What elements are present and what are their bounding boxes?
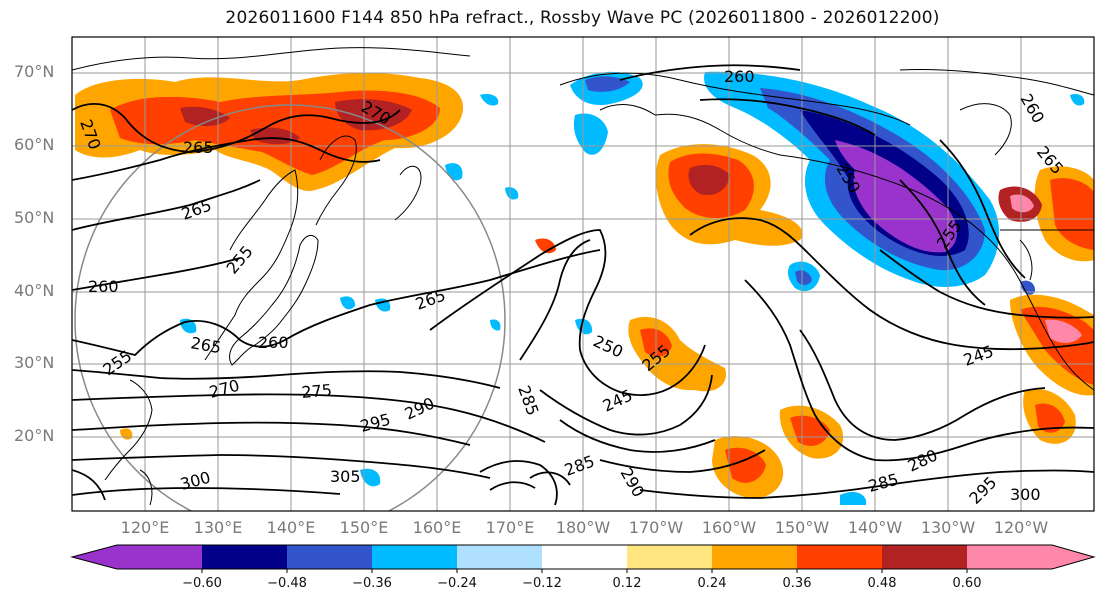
- colorbar-outline: [70, 544, 1096, 570]
- colorbar-segment: [542, 545, 627, 569]
- lat-label: 70°N: [14, 62, 55, 81]
- lon-label: 170°E: [485, 518, 535, 537]
- colorbar-tick-label: 0.24: [697, 576, 727, 591]
- colorbar-extend-min: [72, 545, 117, 569]
- contour-label: 265: [183, 138, 214, 157]
- shading-layer: [75, 71, 1094, 505]
- colorbar-segment: [372, 545, 457, 569]
- colorbar-tick-label: 0.60: [952, 576, 982, 591]
- colorbar-tick-label: −0.48: [267, 576, 307, 591]
- contour-label: 260: [258, 333, 289, 352]
- lat-label: 20°N: [14, 426, 55, 445]
- colorbar-extend-max: [1052, 545, 1094, 569]
- colorbar-tick-label: −0.24: [437, 576, 477, 591]
- lon-label: 160°E: [412, 518, 462, 537]
- colorbar-tick-label: −0.36: [352, 576, 392, 591]
- colorbar-segment: [287, 545, 372, 569]
- lon-label: 160°W: [701, 518, 757, 537]
- colorbar-segment: [882, 545, 967, 569]
- colorbar-segment: [967, 545, 1052, 569]
- contour-label: 260: [88, 277, 119, 296]
- lon-label: 140°E: [266, 518, 316, 537]
- colorbar-tick-label: −0.60: [182, 576, 222, 591]
- colorbar-segment: [627, 545, 712, 569]
- lon-label: 150°E: [339, 518, 389, 537]
- colorbar-segment: [202, 545, 287, 569]
- lat-label: 30°N: [14, 353, 55, 372]
- reference-circle: [74, 104, 506, 511]
- lon-label: 130°E: [193, 518, 243, 537]
- map-panel: 260 270 265 270 265 255 265 260 255 260 …: [72, 37, 1094, 511]
- colorbar-tick-label: −0.12: [522, 576, 562, 591]
- lon-label: 130°W: [920, 518, 976, 537]
- contour-label: 260: [724, 67, 755, 86]
- colorbar-segment: [457, 545, 542, 569]
- colorbar: [70, 544, 1096, 573]
- lon-label: 170°W: [628, 518, 684, 537]
- map-title: 2026011600 F144 850 hPa refract., Rossby…: [225, 8, 940, 28]
- coastlines: [72, 47, 1094, 506]
- contour-label: 300: [1010, 485, 1041, 504]
- lon-label: 120°W: [993, 518, 1049, 537]
- lon-label: 120°E: [120, 518, 170, 537]
- lat-label: 60°N: [14, 135, 55, 154]
- lat-label: 40°N: [14, 281, 55, 300]
- lat-label: 50°N: [14, 208, 55, 227]
- colorbar-segment: [712, 545, 797, 569]
- colorbar-tick-label: 0.12: [612, 576, 642, 591]
- colorbar-segment: [797, 545, 882, 569]
- lon-label: 180°W: [555, 518, 611, 537]
- colorbar-tick-label: 0.36: [782, 576, 812, 591]
- lon-label: 140°W: [847, 518, 903, 537]
- colorbar-tick-label: 0.48: [867, 576, 897, 591]
- colorbar-segment: [117, 545, 202, 569]
- contour-lines: [72, 64, 1094, 506]
- map-frame: [71, 36, 1095, 512]
- contour-label: 305: [330, 467, 361, 486]
- contour-label: 275: [301, 380, 333, 402]
- lon-label: 150°W: [774, 518, 830, 537]
